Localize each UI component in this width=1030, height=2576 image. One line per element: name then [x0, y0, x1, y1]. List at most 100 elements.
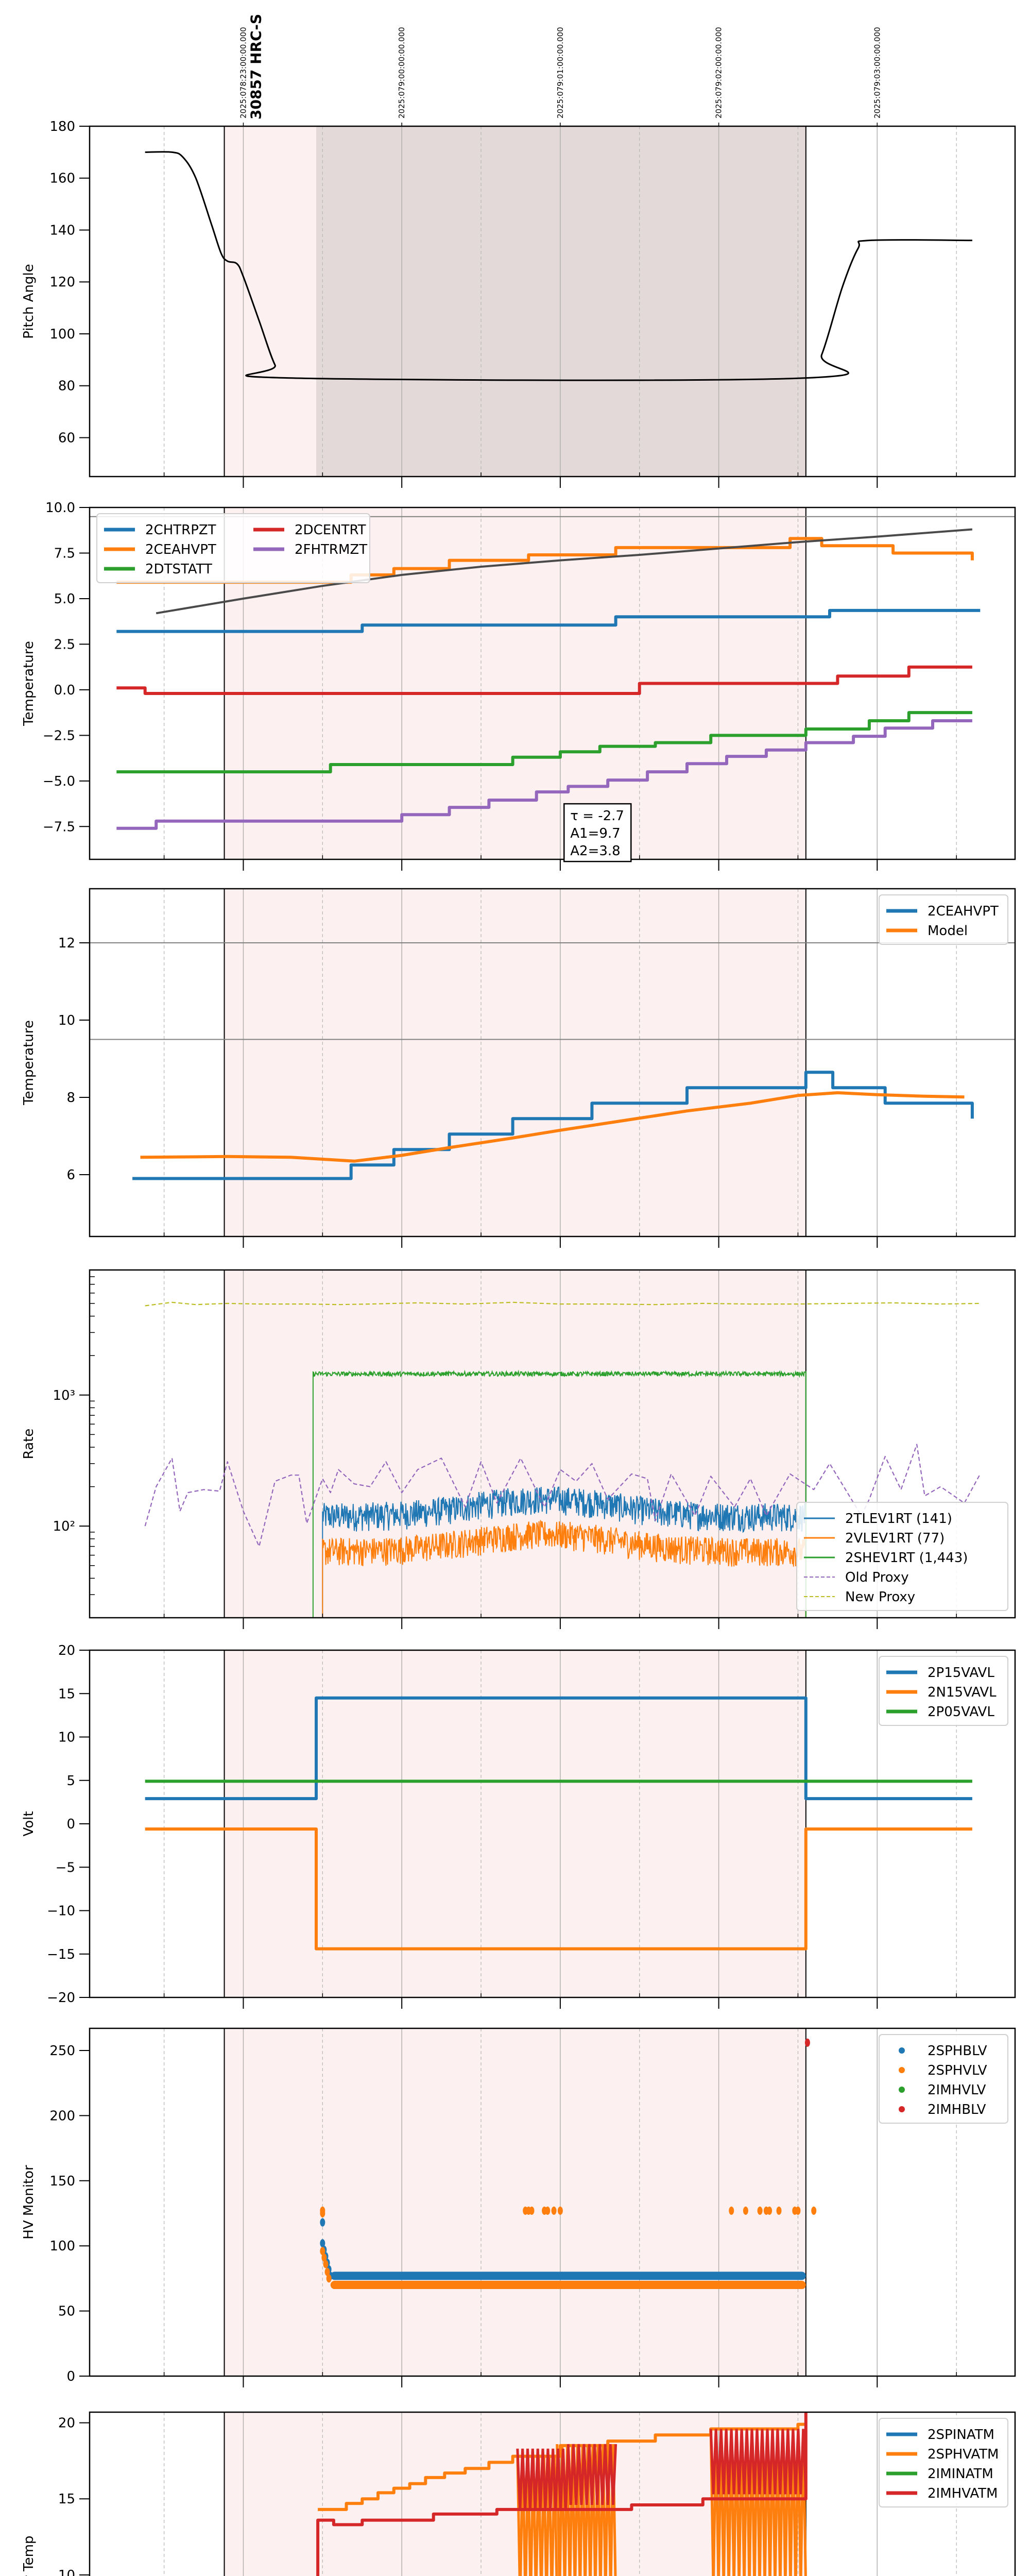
scatter-point-2SPHVLV	[729, 2206, 734, 2215]
scatter-point-2SPHVLV	[324, 2267, 330, 2276]
y-axis-label: Volt	[21, 1811, 37, 1836]
legend-label: 2P15VAVL	[928, 1665, 994, 1681]
top-timestamp-label: 2025:079:02:00:00.000	[714, 27, 724, 118]
panel-pitch: 60 80 100 120 140 160 180 Pitch Angle	[21, 119, 1016, 488]
scatter-point-2SPHVLV	[743, 2206, 748, 2215]
legend-label: Model	[928, 923, 968, 939]
legend-label: 2SHEV1RT (1,443)	[845, 1550, 968, 1566]
y-tick-label: 100	[49, 2239, 75, 2254]
y-tick-label: 12	[58, 936, 75, 951]
series-group	[145, 151, 972, 381]
series-group	[116, 528, 981, 830]
top-timestamp-label: 2025:079:01:00:00.000	[556, 27, 565, 118]
y-tick-label: −20	[47, 1990, 75, 2006]
scatter-point-2IMHBLV	[804, 2038, 810, 2047]
y-tick-label: 10	[58, 1013, 75, 1028]
scatter-point-2SPHVLV	[323, 2260, 329, 2268]
observation-shading	[224, 1650, 806, 1997]
oscillation-2IMHVATM	[709, 2429, 808, 2495]
axes-frame	[89, 2411, 1016, 2576]
scatter-point-2SPHVLV	[767, 2206, 772, 2215]
y-axis-label: Rate	[21, 1429, 37, 1460]
scatter-point-2SPHVLV	[545, 2206, 551, 2215]
y-tick-label: 6	[66, 1167, 75, 1183]
y-tick-label: 7.5	[54, 546, 75, 561]
obsid-label: 30857 HRC-S	[247, 14, 264, 120]
scatter-point-2SPHVLV	[776, 2206, 782, 2215]
y-tick-label: 10³	[53, 1388, 75, 1403]
series-Pitch	[145, 151, 972, 381]
series-2FHTRMZT	[116, 719, 972, 830]
series-2DCENTRT	[116, 665, 972, 695]
legend-label: 2CEAHVPT	[145, 542, 216, 557]
axes-frame	[89, 2027, 1016, 2377]
dwell-shading	[316, 126, 806, 477]
y-tick-label: 2.5	[54, 637, 75, 652]
legend-label: 2IMHVATM	[928, 2486, 998, 2501]
legend-label: 2SPHVATM	[928, 2447, 999, 2462]
axes-frame	[89, 888, 1016, 1238]
series-New Proxy	[145, 1301, 981, 1307]
y-axis-label: Pitch Angle	[21, 264, 37, 339]
fit-annotation: τ = -2.7 A1=9.7 A2=3.8	[563, 803, 632, 862]
legend-label: 2SPHVLV	[928, 2063, 987, 2078]
legend-label: 2DCENTRT	[295, 522, 366, 538]
legend: 2SPHBLV 2SPHVLV 2IMHVLV 2IMHBLV	[879, 2034, 1008, 2124]
panel-detector-temp: 05101520Detector Temp2SPINATM2SPHVATM2IM…	[21, 2411, 1016, 2576]
legend-label: 2TLEV1RT (141)	[845, 1511, 952, 1527]
legend: 2CHTRPZT 2CEAHVPT 2DTSTATT 2DCENTRT 2FHTRMZT	[96, 513, 370, 583]
y-tick-label: 5.0	[54, 591, 75, 607]
scatter-band-2SPHBLV	[330, 2272, 806, 2280]
series-2CEAHVPT	[116, 537, 974, 584]
y-tick-label: 15	[58, 1686, 75, 1702]
legend-marker-2IMHBLV	[899, 2106, 905, 2112]
series-2SPHVATM	[318, 2422, 806, 2511]
y-tick-label: 100	[49, 327, 75, 342]
top-timestamp-label: 2025:078:23:00:00.000	[238, 27, 248, 118]
legend-label: 2N15VAVL	[928, 1685, 997, 1700]
y-axis-label: Detector Temp	[21, 2536, 37, 2576]
scatter-point-2SPHBLV	[320, 2239, 325, 2248]
oscillation-2IMHVATM	[516, 2448, 570, 2512]
scatter-point-2SPHVLV	[320, 2247, 325, 2256]
legend-marker-2SPHVLV	[899, 2067, 905, 2073]
observation-shading	[224, 2412, 806, 2576]
series-group	[320, 2038, 817, 2290]
panel-volt: −20−15−10−505101520Volt2P15VAVL2N15VAVL2…	[21, 1643, 1016, 2009]
y-tick-label: 200	[49, 2108, 75, 2124]
series-2N15VAVL	[145, 1827, 972, 1951]
series-2IMHVATM	[316, 2412, 808, 2576]
series-2CEAHVPT	[132, 1071, 974, 1180]
y-tick-label: 20	[58, 1643, 75, 1658]
y-tick-label: 150	[49, 2174, 75, 2189]
y-tick-label: 10	[58, 1730, 75, 1745]
y-tick-label: 10²	[53, 1519, 75, 1534]
legend-label: 2IMHBLV	[928, 2102, 986, 2117]
y-tick-label: 160	[49, 171, 75, 187]
scatter-point-2SPHVLV	[811, 2206, 817, 2215]
scatter-point-2SPHVLV	[529, 2206, 535, 2215]
legend-label: 2P05VAVL	[928, 1704, 994, 1720]
y-tick-label: 180	[49, 119, 75, 134]
series-group	[145, 1696, 972, 1951]
series-2P15VAVL	[145, 1696, 972, 1801]
oscillation-2SPHVATM	[516, 2454, 558, 2576]
y-tick-label: 8	[66, 1090, 75, 1106]
legend-label: New Proxy	[845, 1589, 915, 1605]
y-tick-label: 5	[66, 1773, 75, 1789]
axes-frame	[89, 125, 1016, 478]
legend-label: 2DTSTATT	[145, 562, 212, 577]
scatter-point-2SPHVLV	[326, 2274, 332, 2283]
y-tick-label: 140	[49, 223, 75, 238]
legend-label: 2FHTRMZT	[295, 542, 367, 557]
y-tick-label: 10	[58, 2568, 75, 2576]
top-annotations: 2025:078:23:00:00.000 2025:079:00:00:00.0…	[238, 14, 882, 126]
series-2DTSTATT	[116, 711, 972, 774]
y-tick-label: 20	[58, 2416, 75, 2431]
y-tick-label: 15	[58, 2492, 75, 2507]
y-tick-label: −7.5	[43, 819, 75, 835]
legend-marker-2SPHBLV	[899, 2047, 905, 2054]
y-axis-label: Temperature	[21, 1020, 37, 1106]
